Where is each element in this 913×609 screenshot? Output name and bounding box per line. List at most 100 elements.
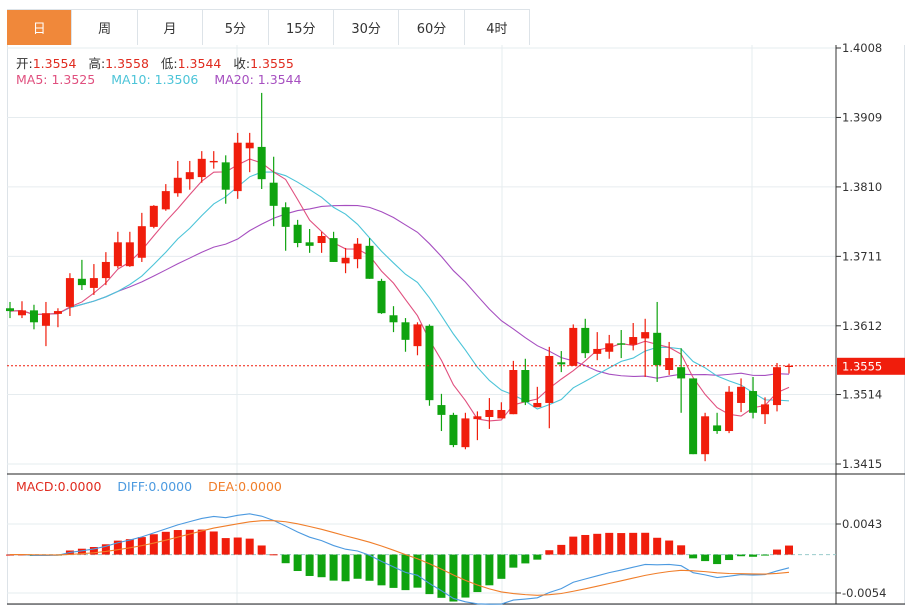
candle <box>629 322 638 351</box>
candle <box>401 318 410 352</box>
high-value: 1.3558 <box>105 56 149 71</box>
tab-2[interactable]: 月 <box>138 10 204 45</box>
macd-bar <box>317 554 326 578</box>
macd-bar <box>161 531 170 555</box>
candle <box>113 231 122 269</box>
candle <box>689 378 698 455</box>
candle <box>569 324 578 366</box>
dea-value: DEA:0.0000 <box>208 479 282 494</box>
candle-body <box>641 332 650 339</box>
candle-body <box>101 261 110 279</box>
candle <box>437 393 446 432</box>
candle <box>293 219 302 248</box>
candle-body <box>341 257 350 264</box>
macd-bar <box>557 544 566 555</box>
candle <box>233 132 242 199</box>
tab-0[interactable]: 日 <box>7 10 73 45</box>
macd-bar <box>689 554 698 559</box>
macd-bar <box>101 544 110 555</box>
y-tick-label: 1.3909 <box>842 110 882 124</box>
candle-body <box>593 348 602 354</box>
candle-body <box>437 405 446 415</box>
tab-1[interactable]: 周 <box>72 10 138 45</box>
candle-body <box>413 324 422 347</box>
macd-bar <box>497 554 506 579</box>
candle-body <box>209 160 218 163</box>
candle-body <box>617 343 626 345</box>
candle <box>245 132 254 173</box>
candle <box>497 402 506 419</box>
tab-4[interactable]: 15分 <box>269 10 334 45</box>
candle <box>365 238 374 279</box>
candle-body <box>29 310 38 323</box>
tab-3[interactable]: 5分 <box>203 10 269 45</box>
candle <box>329 231 338 262</box>
candle <box>377 278 386 314</box>
candle-body <box>353 243 362 260</box>
candle <box>605 334 614 359</box>
candle-body <box>377 280 386 314</box>
y-tick-label: 1.3612 <box>842 319 882 333</box>
macd-bar <box>605 532 614 555</box>
macd-tick-label: 0.0043 <box>842 517 882 531</box>
candle-body <box>653 332 662 366</box>
candle <box>785 363 793 374</box>
candle-body <box>425 325 434 401</box>
macd-readout: MACD:0.0000 DIFF:0.0000 DEA:0.0000 <box>16 479 290 494</box>
candle-body <box>725 391 734 432</box>
low-value: 1.3544 <box>177 56 222 71</box>
candle <box>545 346 554 429</box>
tab-5[interactable]: 30分 <box>334 10 400 45</box>
candle <box>305 228 314 253</box>
candle-body <box>389 315 398 323</box>
candle-body <box>197 158 206 178</box>
candle <box>209 151 218 169</box>
macd-bar <box>293 554 302 572</box>
tab-6[interactable]: 60分 <box>399 10 465 45</box>
tab-7[interactable]: 4时 <box>465 10 531 45</box>
candle-body <box>497 409 506 419</box>
y-tick-label: 1.3514 <box>842 388 882 402</box>
y-tick-label: 1.3711 <box>842 249 882 263</box>
open-value: 1.3554 <box>32 56 77 71</box>
macd-bar <box>281 554 290 564</box>
macd-bar <box>701 554 710 562</box>
macd-bar <box>593 533 602 555</box>
macd-bar <box>737 554 746 557</box>
macd-bar <box>221 538 230 555</box>
macd-bar <box>761 554 770 556</box>
macd-bar <box>353 554 362 579</box>
macd-bar <box>437 554 446 598</box>
candle <box>6 301 14 319</box>
macd-bar <box>209 531 218 555</box>
candle-body <box>77 278 86 286</box>
macd-bar <box>425 554 434 595</box>
macd-bar <box>629 532 638 555</box>
candle <box>53 308 62 328</box>
candle <box>389 306 398 333</box>
last-price-tag <box>837 357 905 375</box>
candle-body <box>749 391 758 413</box>
macd-bar <box>713 554 722 565</box>
macd-bar <box>545 550 554 555</box>
candle <box>653 301 662 382</box>
ma10-value: MA10: 1.3506 <box>111 72 199 87</box>
candle <box>617 330 626 359</box>
diff-value: DIFF:0.0000 <box>117 479 193 494</box>
candle <box>677 348 686 413</box>
macd-bar <box>473 554 482 593</box>
candle <box>17 301 26 319</box>
open-label: 开: <box>16 56 33 71</box>
candle-body <box>293 224 302 244</box>
ma20-value: MA20: 1.3544 <box>214 72 302 87</box>
macd-bar <box>569 536 578 555</box>
candle <box>269 156 278 227</box>
macd-bar <box>725 554 734 561</box>
candle <box>449 412 458 448</box>
candle-body <box>521 369 530 403</box>
macd-bar <box>665 540 674 555</box>
candle-body <box>257 146 266 180</box>
candle <box>197 151 206 183</box>
candle <box>41 301 50 347</box>
